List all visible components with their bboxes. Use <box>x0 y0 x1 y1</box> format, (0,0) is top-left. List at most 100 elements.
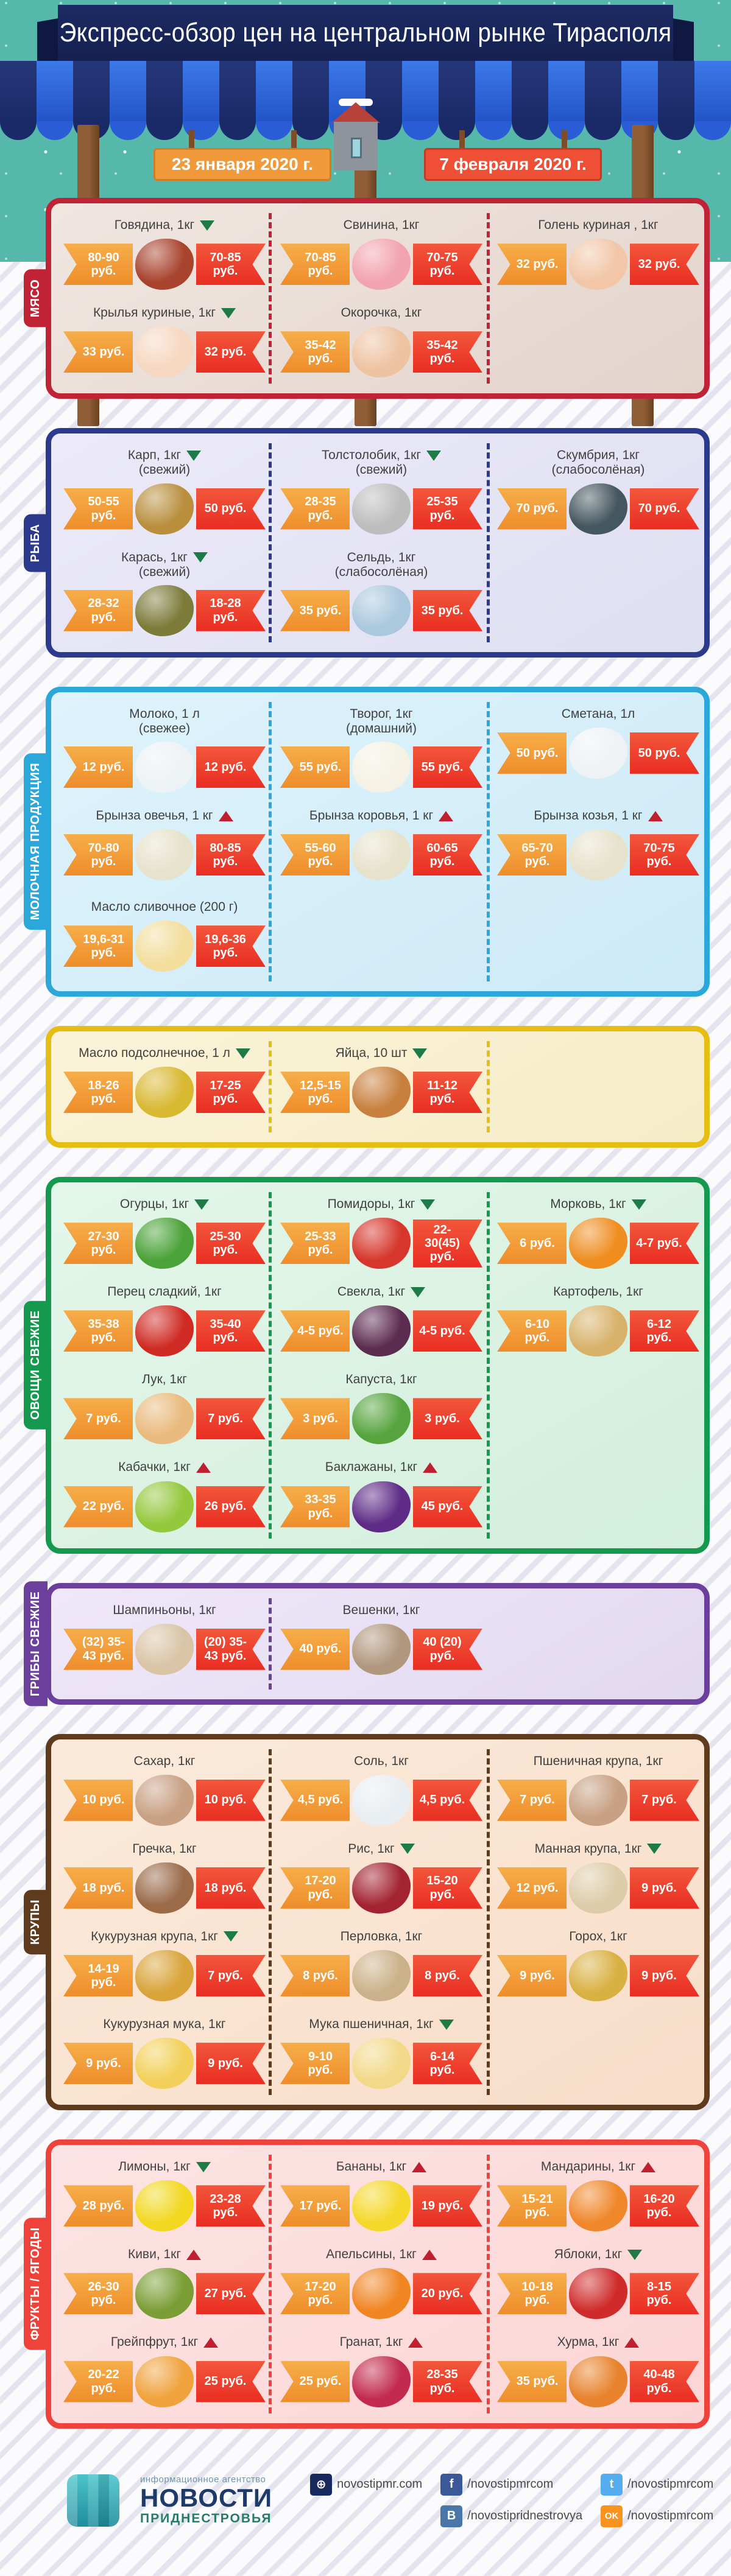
old-price-ribbon: 80-90 руб. <box>63 244 133 286</box>
price-row: 80-90 руб. 70-85 руб. <box>63 239 266 290</box>
orange-icon <box>352 2268 411 2320</box>
price-up-arrow-icon <box>412 2161 427 2172</box>
product-wheat-groats: Пшеничная крупа, 1кг 7 руб. 7 руб. <box>490 1747 707 1834</box>
dashed-divider <box>486 1749 490 2096</box>
product-salt: Соль, 1кг 4,5 руб. 4,5 руб. <box>273 1747 490 1834</box>
awning-stripe <box>658 61 694 122</box>
price-row: 3 руб. 3 руб. <box>280 1393 482 1445</box>
price-up-arrow-icon <box>218 810 233 821</box>
dashed-divider <box>486 213 490 384</box>
old-price-ribbon: 9 руб. <box>497 1954 567 1996</box>
product-qualifier: (свежий) <box>138 463 191 477</box>
corn-flour-icon <box>135 2038 194 2090</box>
title-ribbon: Экспресс-обзор цен на центральном рынке … <box>58 5 673 61</box>
new-price-ribbon: 50 руб. <box>196 488 266 530</box>
twitter-link[interactable]: t/novostipmrcom <box>601 2473 713 2496</box>
price-row: 28-32 руб. 18-28 руб. <box>63 584 266 636</box>
old-price-ribbon: 9 руб. <box>63 2043 133 2085</box>
price-row: 25 руб. 28-35 руб. <box>280 2356 482 2407</box>
odnoklassniki-link[interactable]: OK/novostipmrcom <box>601 2505 713 2527</box>
new-price-ribbon: 4,5 руб. <box>413 1779 482 1821</box>
new-price-ribbon: 7 руб. <box>630 1779 699 1821</box>
price-row: 9 руб. 9 руб. <box>63 2038 266 2090</box>
product-silver-carp: Толстолобик, 1кг (свежий) 28-35 руб. 25-35 … <box>273 441 490 542</box>
old-price-ribbon: 50-55 руб. <box>63 488 133 530</box>
product-name-text: Мука пшеничная, 1кг <box>309 2016 434 2031</box>
new-price-ribbon: 9 руб. <box>630 1954 699 1996</box>
section-grid: Сахар, 1кг 10 руб. 10 руб. Соль, 1кг 4,5 руб… <box>51 1739 704 2105</box>
dashed-divider <box>269 2155 272 2413</box>
old-price-ribbon: 55-60 руб. <box>280 834 350 876</box>
product-name: Свинина, 1кг <box>344 218 420 233</box>
price-row: 25-33 руб. 22-30(45) руб. <box>280 1218 482 1269</box>
awning-stripe <box>512 61 548 122</box>
old-price-ribbon: 28-35 руб. <box>280 488 350 530</box>
price-row: 33-35 руб. 45 руб. <box>280 1481 482 1532</box>
awning-stripe <box>475 61 512 122</box>
facebook-link[interactable]: f/novostipmrcom <box>440 2473 582 2496</box>
new-price-ribbon: 28-35 руб. <box>413 2360 482 2402</box>
new-price-ribbon: 50 руб. <box>630 732 699 774</box>
price-up-arrow-icon <box>422 2249 437 2260</box>
old-price-ribbon: 3 руб. <box>280 1398 350 1440</box>
product-name: Брынза овечья, 1 кг <box>96 809 233 823</box>
product-name: Сметана, 1л <box>562 707 635 721</box>
grapefruit-icon <box>135 2356 194 2407</box>
section-grid: Масло подсолнечное, 1 л 18-26 руб. 17-25 р… <box>51 1031 704 1142</box>
price-down-arrow-icon <box>194 1199 210 1210</box>
vk-icon: B <box>440 2505 463 2527</box>
section-grid: Молоко, 1 л (свежее) 12 руб. 12 руб. Творог,… <box>51 692 704 991</box>
stall-awning <box>0 61 731 122</box>
sunflower-oil-icon <box>135 1067 194 1118</box>
product-champignon: Шампиньоны, 1кг (32) 35-43 руб. (20) 35-43… <box>56 1596 273 1692</box>
old-price-ribbon: 4,5 руб. <box>280 1779 350 1821</box>
new-price-ribbon: 19 руб. <box>413 2185 482 2227</box>
website-link[interactable]: ⊕ novostipmr.com <box>310 2473 422 2496</box>
old-price-ribbon: 40 руб. <box>280 1628 350 1670</box>
product-name-text: Вешенки, 1кг <box>342 1602 420 1617</box>
product-name-text: Киви, 1кг <box>127 2247 182 2262</box>
price-row: 6-10 руб. 6-12 руб. <box>497 1305 699 1357</box>
new-price-ribbon: 60-65 руб. <box>413 834 482 876</box>
product-cabbage: Капуста, 1кг 3 руб. 3 руб. <box>273 1365 490 1453</box>
price-up-arrow-icon <box>196 1462 211 1473</box>
new-price-ribbon: 40 (20) руб. <box>413 1628 482 1670</box>
product-name-text: Перловка, 1кг <box>340 1929 423 1943</box>
dashed-divider <box>486 2155 490 2413</box>
new-price-ribbon: (20) 35-43 руб. <box>196 1628 266 1670</box>
price-row: 17 руб. 19 руб. <box>280 2180 482 2232</box>
awning-scallop <box>292 121 329 140</box>
new-price-ribbon: 20 руб. <box>413 2273 482 2315</box>
old-price-ribbon: 28 руб. <box>63 2185 133 2227</box>
old-price-ribbon: 12 руб. <box>63 746 133 788</box>
product-name: Бананы, 1кг <box>336 2160 427 2174</box>
price-down-arrow-icon <box>439 2019 454 2030</box>
product-name: Вешенки, 1кг <box>343 1603 420 1618</box>
product-name: Мука пшеничная, 1кг <box>309 2016 454 2032</box>
vk-link[interactable]: B/novostipridnestrovya <box>440 2505 582 2527</box>
section-grid: Лимоны, 1кг 28 руб. 23-28 руб. Бананы, 1кг 1… <box>51 2145 704 2423</box>
awning-scallop <box>512 121 548 140</box>
price-row: 35 руб. 35 руб. <box>280 584 482 636</box>
twitter-icon: t <box>601 2473 623 2496</box>
section-board-fish: РЫБА Карп, 1кг (свежий) 50-55 руб. 50 руб. То… <box>24 428 710 658</box>
awning-stripe <box>110 61 146 122</box>
old-price-ribbon: 55 руб. <box>280 746 350 788</box>
product-name-text: Говядина, 1кг <box>114 218 195 232</box>
footer: информационное агентство НОВОСТИ ПРИДНЕС… <box>0 2458 731 2576</box>
product-name-text: Кабачки, 1кг <box>118 1460 191 1475</box>
apple-icon <box>569 2268 627 2320</box>
awning-scallop <box>37 121 73 140</box>
product-name-text: Творог, 1кг <box>350 706 413 721</box>
facebook-icon: f <box>440 2473 463 2496</box>
old-price-ribbon: 10-18 руб. <box>497 2273 567 2315</box>
sign-stick <box>562 130 567 156</box>
carp-icon <box>135 483 194 535</box>
banana-icon <box>352 2180 411 2232</box>
new-price-ribbon: 70-85 руб. <box>196 244 266 286</box>
old-price-ribbon: 9-10 руб. <box>280 2043 350 2085</box>
product-buckwheat: Гречка, 1кг 18 руб. 18 руб. <box>56 1834 273 1922</box>
awning-stripe <box>439 61 475 122</box>
product-name: Помидоры, 1кг <box>328 1197 436 1212</box>
